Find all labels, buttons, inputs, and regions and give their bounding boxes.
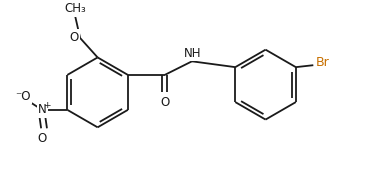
Text: N: N	[38, 103, 46, 116]
Text: O: O	[38, 132, 47, 145]
Text: NH: NH	[184, 47, 202, 60]
Text: O: O	[160, 96, 169, 109]
Text: CH₃: CH₃	[65, 2, 86, 15]
Text: O: O	[70, 31, 79, 44]
Text: +: +	[43, 100, 51, 110]
Text: Br: Br	[316, 56, 330, 69]
Text: ⁻O: ⁻O	[15, 90, 30, 103]
